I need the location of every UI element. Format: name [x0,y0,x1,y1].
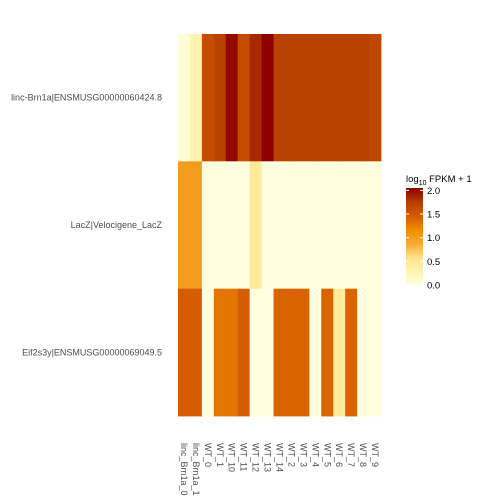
heatmap-cell [249,161,262,290]
heatmap-cell [225,161,239,290]
heatmap-cell [249,34,262,162]
heatmap-cell [178,161,191,290]
heatmap-cell [369,288,382,417]
legend-title: log10 FPKM + 1 [406,174,472,187]
heatmap-cell [261,161,274,290]
heatmap-cell [201,34,215,162]
heatmap-cell [189,288,203,417]
heatmap-cell [345,288,358,417]
heatmap-cell [321,288,334,417]
heatmap-cell [333,161,346,290]
heatmap-cell [213,161,227,290]
heatmap-cell [178,34,191,162]
heatmap-cell [285,34,298,162]
column-label: WT_10 [227,443,237,472]
column-label: WT_7 [346,443,356,467]
legend-tick-label: 2.0 [427,186,440,197]
heatmap-cell [321,34,334,162]
heatmap-cell [297,288,310,417]
heatmap-cell [213,288,227,417]
heatmap-cell [249,288,262,417]
heatmap-cell [321,161,334,290]
column-label: WT_1 [215,443,225,467]
row-label: linc-Brn1a|ENSMUSG00000060424.8 [11,93,162,103]
column-label: linc_Brn1a_0 [179,443,189,496]
heatmap-cell [309,34,322,162]
heatmap-cell [201,161,215,290]
heatmap-cells [178,34,382,417]
column-label: WT_14 [275,443,285,472]
column-label: WT_3 [298,443,308,467]
column-label: WT_12 [251,443,261,472]
heatmap-cell [189,161,203,290]
heatmap-cell [213,34,227,162]
column-label: WT_6 [334,443,344,467]
row-label: LacZ|Velocigene_LacZ [71,220,163,230]
row-label: Eif2s3y|ENSMUSG00000069049.5 [22,347,162,357]
heatmap-cell [189,34,203,162]
heatmap-cell [261,34,274,162]
column-labels: linc_Brn1a_0 linc_Brn1a_1 WT_0 WT_1 WT_10 WT_… [179,443,380,496]
legend-ticks: 2.0 1.5 1.0 0.5 0.0 [406,186,440,292]
heatmap-cell [297,34,310,162]
column-label: WT_5 [322,443,332,467]
heatmap-cell [225,34,239,162]
heatmap-cell [285,288,298,417]
legend-tick-label: 1.0 [427,233,440,244]
column-label: WT_11 [239,443,249,471]
column-label: WT_13 [263,443,273,472]
legend-tick-label: 0.0 [427,281,440,292]
column-label: linc_Brn1a_1 [191,443,201,496]
column-label: WT_8 [358,443,368,467]
heatmap-cell [357,288,370,417]
heatmap-cell [369,161,382,290]
heatmap-cell [261,288,274,417]
column-label: WT_2 [286,443,296,467]
heatmap-cell [309,288,322,417]
heatmap-cell [357,161,370,290]
heatmap-cell [333,34,346,162]
heatmap-cell [237,288,251,417]
heatmap-cell [333,288,346,417]
heatmap-cell [273,161,286,290]
heatmap-cell [369,34,382,162]
heatmap-cell [357,34,370,162]
heatmap-cell [273,288,286,417]
heatmap-cell [345,161,358,290]
legend-tick-label: 1.5 [427,210,440,221]
color-legend: log10 FPKM + 1 2.0 1.5 1.0 0.5 0.0 [406,174,472,292]
heatmap-cell [345,34,358,162]
legend-colorbar [406,188,423,285]
heatmap-cell [309,161,322,290]
column-label: WT_0 [203,443,213,467]
heatmap-cell [285,161,298,290]
heatmap-cell [273,34,286,162]
column-label: WT_9 [370,443,380,467]
heatmap-cell [237,34,251,162]
heatmap-cell [178,288,191,417]
row-labels: linc-Brn1a|ENSMUSG00000060424.8 LacZ|Velo… [11,93,162,358]
heatmap-cell [237,161,251,290]
column-label: WT_4 [310,443,320,467]
heatmap-cell [297,161,310,290]
legend-tick-label: 0.5 [427,257,440,268]
heatmap-cell [225,288,239,417]
heatmap-cell [201,288,215,417]
